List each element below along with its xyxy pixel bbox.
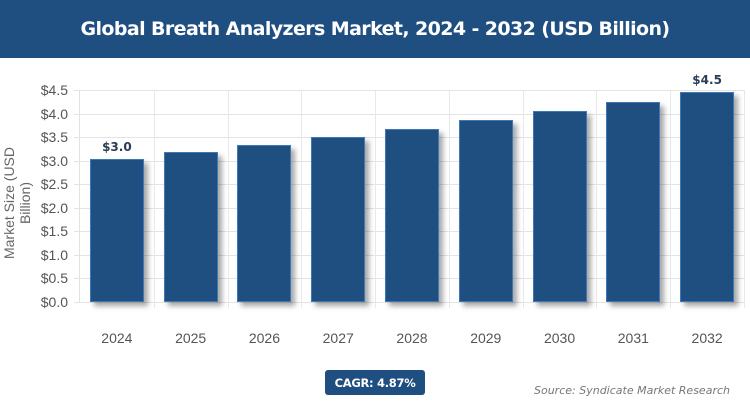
gridline-vertical xyxy=(227,90,229,308)
bar-2027 xyxy=(311,137,366,302)
x-tick-label: 2028 xyxy=(396,330,428,346)
bar-2031 xyxy=(606,102,661,302)
source-note: Source: Syndicate Market Research xyxy=(534,384,730,397)
y-tick-label: $0.0 xyxy=(40,294,68,310)
bar-2028 xyxy=(385,129,439,302)
y-tick-label: $3.0 xyxy=(40,152,68,169)
plot-area: $0.0 $0.5 $1.0 $1.5 $2.0 $2.5 $3.0 $3.5 $4.0 $4.5… xyxy=(41,73,745,346)
bar-2029 xyxy=(458,120,513,302)
gridline-horizontal xyxy=(74,90,744,91)
y-axis-label: Market Size (USD Billion) xyxy=(1,146,33,260)
y-tick-label: $1.5 xyxy=(40,223,68,240)
x-tick-label: 2029 xyxy=(470,330,502,346)
gridline-vertical xyxy=(670,90,672,308)
x-tick-label: 2024 xyxy=(101,330,133,346)
bar-2025 xyxy=(163,152,218,302)
x-tick-label: 2026 xyxy=(248,330,281,346)
x-tick-label: 2027 xyxy=(322,330,354,346)
x-tick-label: 2031 xyxy=(617,330,649,346)
x-tick-label: 2030 xyxy=(543,330,576,346)
bar-2024 xyxy=(89,158,144,302)
gridline-vertical xyxy=(448,90,450,308)
y-tick-label: $0.5 xyxy=(40,270,68,287)
gridline-vertical xyxy=(522,90,524,308)
bar-2026 xyxy=(237,145,292,302)
x-tick-label: 2032 xyxy=(691,330,723,346)
y-tick-label: $2.5 xyxy=(40,176,68,193)
y-tick-label: $1.0 xyxy=(40,246,68,263)
chart-title: Global Breath Analyzers Market, 2024 - 2… xyxy=(80,18,671,40)
bar-2032 xyxy=(680,92,735,302)
gridline-vertical xyxy=(744,90,745,308)
y-tick-label: $3.5 xyxy=(40,129,68,146)
gridline-horizontal xyxy=(74,113,744,115)
cagr-badge: CAGR: 4.87% xyxy=(325,370,425,395)
chart-header: Global Breath Analyzers Market, 2024 - 2… xyxy=(0,0,750,58)
x-tick-label: 2025 xyxy=(175,330,207,346)
bar-2030 xyxy=(532,111,587,302)
data-label: $4.5 xyxy=(692,73,722,88)
y-tick-label: $4.5 xyxy=(40,82,68,98)
gridline-vertical xyxy=(301,90,303,308)
y-tick-label: $4.0 xyxy=(40,105,68,122)
gridline-horizontal xyxy=(74,302,744,303)
gridline-vertical xyxy=(153,90,155,308)
gridline-vertical xyxy=(596,90,598,308)
bar-chart: Market Size (USD Billion) $0.0 $0.5 $1.0 $1… xyxy=(0,73,750,346)
gridline-vertical xyxy=(375,90,377,308)
data-label: $3.0 xyxy=(102,139,132,154)
y-tick-label: $2.0 xyxy=(40,199,68,216)
